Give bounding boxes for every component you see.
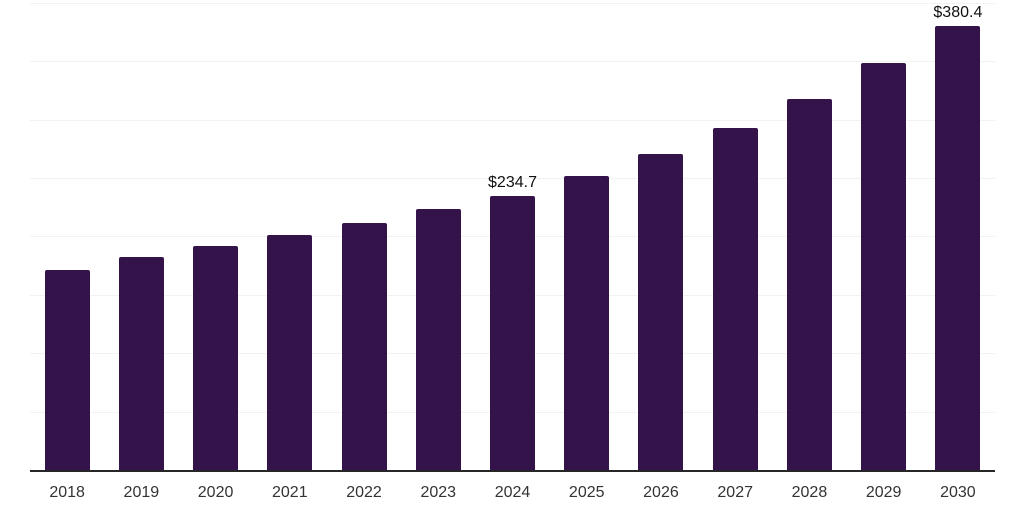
x-label-2025: 2025 xyxy=(568,484,605,501)
x-label-2020: 2020 xyxy=(197,484,234,501)
x-label-2019: 2019 xyxy=(123,484,160,501)
bar-2028 xyxy=(786,98,832,470)
x-label-2027: 2027 xyxy=(717,484,753,501)
x-label-2022: 2022 xyxy=(346,484,382,501)
bar-2022 xyxy=(341,222,387,470)
x-label-2026: 2026 xyxy=(643,484,679,501)
bar-2024 xyxy=(490,195,535,470)
x-label-2021: 2021 xyxy=(272,484,308,501)
bar-2021 xyxy=(267,234,313,470)
bar-2019 xyxy=(118,256,164,470)
gridline-250 xyxy=(30,177,995,179)
bar-2023 xyxy=(415,208,461,470)
data-label-2030: $380.4 xyxy=(933,3,983,21)
gridline-300 xyxy=(30,119,995,121)
bar-2029 xyxy=(861,62,907,470)
bar-2027 xyxy=(712,127,758,470)
bar-2020 xyxy=(193,245,239,470)
x-label-2028: 2028 xyxy=(791,484,828,501)
bar-2018 xyxy=(44,269,90,470)
x-label-2030: 2030 xyxy=(940,484,976,501)
x-label-2029: 2029 xyxy=(865,484,902,501)
data-label-2024: $234.7 xyxy=(488,173,537,191)
x-axis-line xyxy=(30,470,995,472)
x-label-2024: 2024 xyxy=(494,484,531,501)
bar-2025 xyxy=(564,175,610,470)
bar-2026 xyxy=(638,153,684,470)
bar-2030 xyxy=(935,25,981,470)
x-label-2018: 2018 xyxy=(49,484,85,501)
gridline-350 xyxy=(30,61,995,63)
x-label-2023: 2023 xyxy=(420,484,457,501)
gridline-400 xyxy=(30,2,995,4)
